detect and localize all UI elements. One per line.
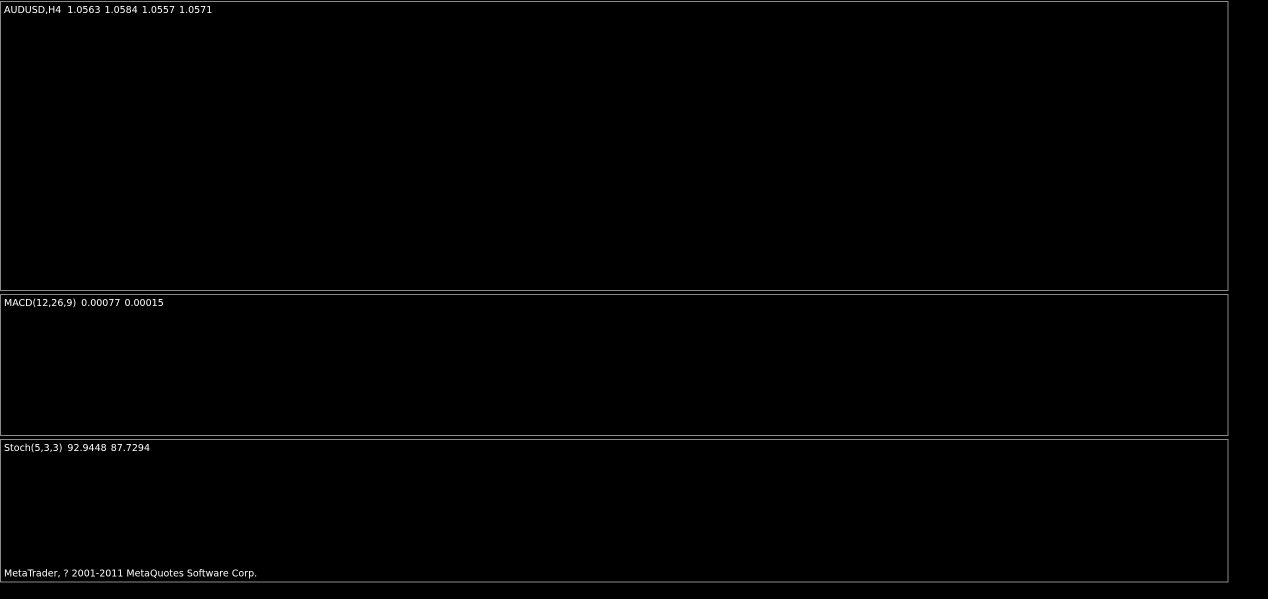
high-value: 1.0584 — [105, 5, 138, 16]
text-layer: AUDUSD,H4 1.0563 1.0584 1.0557 1.0571 MACD(1… — [4, 5, 257, 580]
low-value: 1.0557 — [142, 5, 175, 16]
symbol-title: AUDUSD,H4 — [4, 5, 61, 16]
close-value: 1.0571 — [179, 5, 212, 16]
stoch-title: Stoch(5,3,3) — [4, 443, 62, 454]
signal-value: 0.00015 — [124, 298, 163, 309]
price-header: AUDUSD,H4 1.0563 1.0584 1.0557 1.0571 — [4, 5, 212, 16]
stoch-header: Stoch(5,3,3) 92.9448 87.7294 — [4, 443, 150, 454]
macd-value: 0.00077 — [81, 298, 120, 309]
macd-panel-frame — [0, 294, 1229, 436]
macd-header: MACD(12,26,9) 0.00077 0.00015 — [4, 298, 164, 309]
k-value: 92.9448 — [67, 443, 106, 454]
d-value: 87.7294 — [111, 443, 150, 454]
macd-title: MACD(12,26,9) — [4, 298, 76, 309]
price-panel-frame — [0, 1, 1229, 291]
open-value: 1.0563 — [67, 5, 100, 16]
stoch-panel-frame — [0, 439, 1229, 583]
copyright: MetaTrader, ? 2001-2011 MetaQuotes Softw… — [4, 569, 257, 580]
